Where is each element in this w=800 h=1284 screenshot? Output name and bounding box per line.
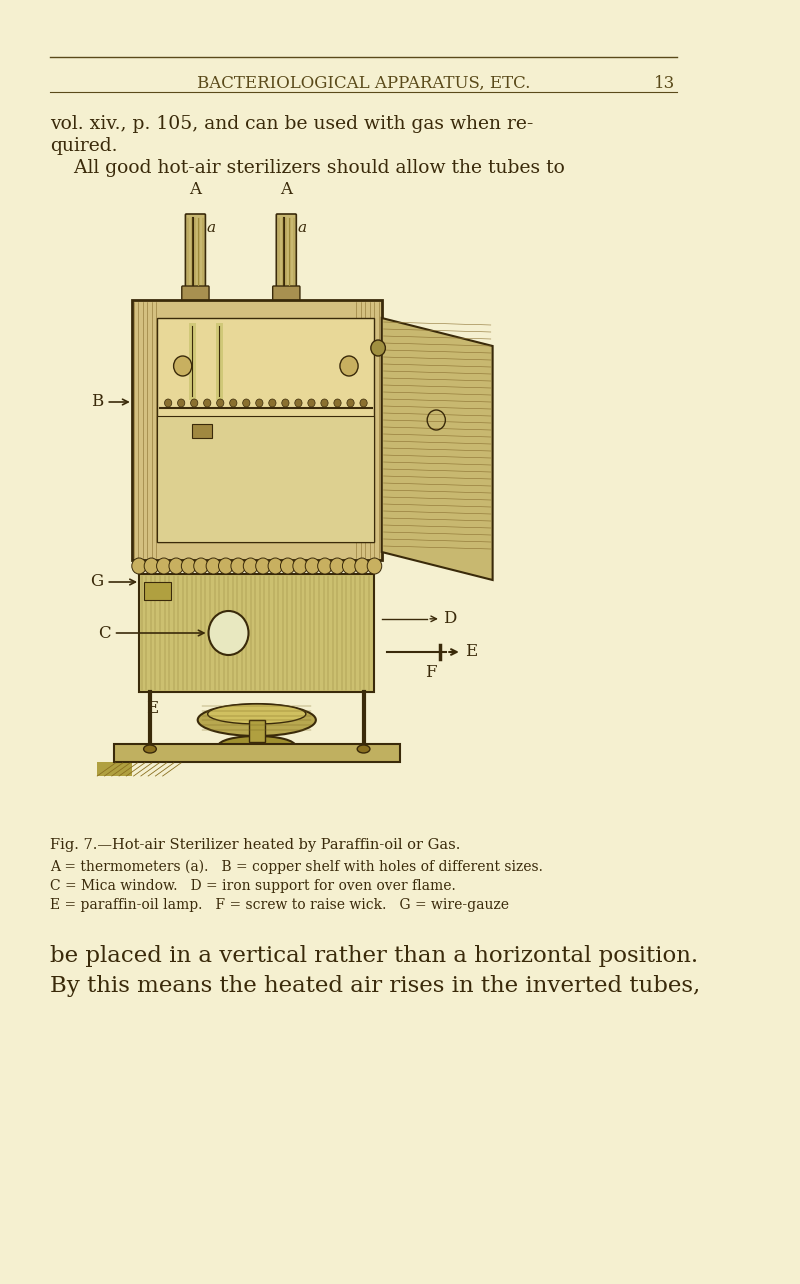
Ellipse shape	[144, 745, 156, 752]
Circle shape	[334, 399, 341, 407]
Circle shape	[367, 559, 382, 574]
Circle shape	[294, 399, 302, 407]
FancyBboxPatch shape	[276, 214, 296, 291]
Circle shape	[256, 559, 270, 574]
Text: Fig. 7.—Hot-air Sterilizer heated by Paraffin-oil or Gas.: Fig. 7.—Hot-air Sterilizer heated by Par…	[50, 838, 460, 853]
Text: By this means the heated air rises in the inverted tubes,: By this means the heated air rises in th…	[50, 975, 700, 996]
Ellipse shape	[218, 736, 295, 756]
Text: a: a	[297, 221, 306, 235]
Text: be placed in a vertical rather than a horizontal position.: be placed in a vertical rather than a ho…	[50, 945, 698, 967]
Circle shape	[209, 611, 249, 655]
Ellipse shape	[208, 704, 306, 724]
Text: C = Mica window.   D = iron support for oven over flame.: C = Mica window. D = iron support for ov…	[50, 880, 456, 892]
Text: A = thermometers (a).   B = copper shelf with holes of different sizes.: A = thermometers (a). B = copper shelf w…	[50, 860, 543, 874]
Circle shape	[218, 559, 233, 574]
Circle shape	[203, 399, 211, 407]
Circle shape	[178, 399, 185, 407]
Text: D: D	[443, 610, 457, 628]
Text: C: C	[98, 624, 111, 642]
Text: E: E	[146, 700, 158, 716]
Bar	[249, 720, 265, 742]
Circle shape	[144, 559, 158, 574]
Bar	[144, 582, 171, 600]
Text: A: A	[280, 181, 292, 198]
Ellipse shape	[358, 745, 370, 752]
Text: E: E	[466, 643, 478, 660]
Circle shape	[242, 399, 250, 407]
Text: All good hot-air sterilizers should allow the tubes to: All good hot-air sterilizers should allo…	[50, 159, 565, 177]
Circle shape	[194, 559, 208, 574]
Text: A: A	[190, 181, 202, 198]
Circle shape	[342, 559, 357, 574]
Bar	[158, 416, 374, 542]
Circle shape	[157, 559, 171, 574]
Text: 13: 13	[654, 74, 676, 92]
Text: quired.: quired.	[50, 137, 118, 155]
Circle shape	[355, 559, 370, 574]
Circle shape	[282, 399, 289, 407]
Text: G: G	[90, 574, 104, 591]
Circle shape	[318, 559, 332, 574]
Circle shape	[190, 399, 198, 407]
Circle shape	[293, 559, 307, 574]
Circle shape	[169, 559, 183, 574]
Circle shape	[231, 559, 246, 574]
Circle shape	[308, 399, 315, 407]
Circle shape	[230, 399, 237, 407]
FancyBboxPatch shape	[273, 286, 300, 302]
Text: a: a	[206, 221, 215, 235]
Text: B: B	[91, 393, 104, 411]
Bar	[139, 574, 374, 692]
FancyBboxPatch shape	[186, 214, 206, 291]
Circle shape	[217, 399, 224, 407]
Circle shape	[281, 559, 295, 574]
Circle shape	[306, 559, 320, 574]
Circle shape	[165, 399, 172, 407]
Bar	[132, 300, 382, 560]
Text: BACTERIOLOGICAL APPARATUS, ETC.: BACTERIOLOGICAL APPARATUS, ETC.	[197, 74, 530, 92]
Circle shape	[371, 340, 386, 356]
Text: F: F	[425, 664, 437, 681]
Circle shape	[330, 559, 345, 574]
Circle shape	[321, 399, 328, 407]
Circle shape	[340, 356, 358, 376]
Circle shape	[182, 559, 196, 574]
Bar	[192, 424, 212, 438]
Circle shape	[360, 399, 367, 407]
Circle shape	[269, 399, 276, 407]
Bar	[114, 743, 400, 761]
Text: vol. xiv., p. 105, and can be used with gas when re-: vol. xiv., p. 105, and can be used with …	[50, 116, 534, 134]
FancyBboxPatch shape	[182, 286, 209, 302]
Circle shape	[347, 399, 354, 407]
Circle shape	[268, 559, 282, 574]
Circle shape	[206, 559, 221, 574]
Circle shape	[174, 356, 192, 376]
Ellipse shape	[198, 704, 316, 736]
Polygon shape	[382, 318, 493, 580]
Circle shape	[243, 559, 258, 574]
Circle shape	[256, 399, 263, 407]
Circle shape	[132, 559, 146, 574]
Text: E = paraffin-oil lamp.   F = screw to raise wick.   G = wire-gauze: E = paraffin-oil lamp. F = screw to rais…	[50, 898, 509, 912]
Bar	[158, 318, 374, 542]
Bar	[98, 761, 132, 776]
